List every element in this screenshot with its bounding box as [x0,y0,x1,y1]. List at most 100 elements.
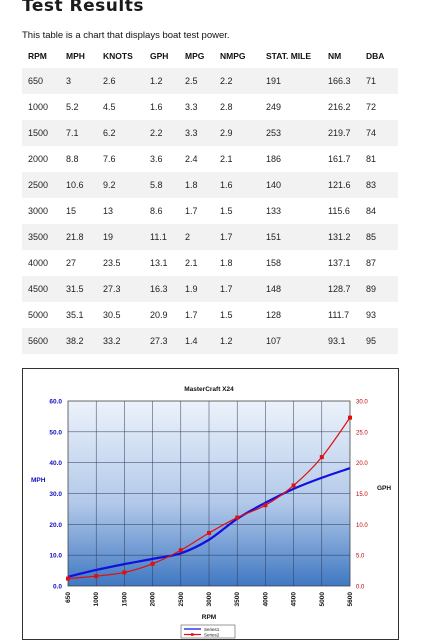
table-cell: 2.2 [144,120,179,146]
table-cell: 1.8 [214,250,260,276]
table-cell: 95 [360,328,398,354]
chart-panel: MasterCraft X24 0.0 10.0 20.0 30.0 40.0 50.0 60… [22,368,399,640]
col-header-rpm: RPM [28,51,47,61]
legend-label-2: Series2 [204,632,220,637]
table-cell: 161.7 [322,146,360,172]
x-tick-label: 1500 [121,592,128,607]
table-cell: 13 [97,198,144,224]
table-cell: 1.5 [214,198,260,224]
table-cell: 7.1 [60,120,97,146]
table-row: 4000 27 23.5 13.1 2.1 1.8 158 137.1 87 [22,250,398,276]
table-cell: 5600 [22,328,60,354]
table-cell: 128 [260,302,322,328]
table-cell: 4000 [22,250,60,276]
table-cell: 2500 [22,172,60,198]
table-cell: 2.2 [214,68,260,94]
table-cell: 1.5 [214,302,260,328]
y2-tick-label: 20.0 [356,461,368,467]
table-cell: 11.1 [144,224,179,250]
series-2-point [122,570,127,575]
table-row: 1500 7.1 6.2 2.2 3.3 2.9 253 219.7 74 [22,120,398,146]
table-cell: 111.7 [322,302,360,328]
series-2-point [207,530,211,535]
table-cell: 16.3 [144,276,179,302]
table-cell: 30.5 [97,302,144,328]
table-cell: 140 [260,172,322,198]
x-tick-label: 2000 [150,592,157,607]
table-cell: 249 [260,94,322,120]
table-cell: 7.6 [97,146,144,172]
table-cell: 74 [360,120,398,146]
table-cell: 148 [260,276,322,302]
table-row: 1000 5.2 4.5 1.6 3.3 2.8 249 216.2 72 [22,94,398,120]
table-cell: 1.7 [214,276,260,302]
table-cell: 9.2 [97,172,144,198]
table-cell: 81 [360,146,398,172]
table-cell: 93.1 [322,328,360,354]
y2-tick-label: 5.0 [356,554,365,560]
table-cell: 151 [260,224,322,250]
table-cell: 87 [360,250,398,276]
table-cell: 27.3 [97,276,144,302]
table-cell: 38.2 [60,328,97,354]
table-cell: 2.1 [179,250,214,276]
y-axis-label: MPH [31,477,46,484]
table-cell: 3.6 [144,146,179,172]
page-title: Test Results [22,0,144,16]
table-row: 3500 21.8 19 11.1 2 1.7 151 131.2 85 [22,224,398,250]
table-cell: 133 [260,198,322,224]
series-2-point [235,515,240,520]
col-header-nmpg: NMPG [220,51,246,61]
col-header-mph: MPH [66,51,85,61]
table-cell: 5000 [22,302,60,328]
y-tick-label: 60.0 [49,399,62,406]
table-cell: 27.3 [144,328,179,354]
x-tick-label: 2500 [178,592,185,607]
table-cell: 3 [60,68,97,94]
series-2-point [263,503,268,508]
table-cell: 2.1 [214,146,260,172]
table-cell: 1.7 [179,198,214,224]
table-cell: 3.3 [179,120,214,146]
table-cell: 8.6 [144,198,179,224]
col-header-mpg: MPG [185,51,205,61]
col-header-knots: KNOTS [103,51,133,61]
x-tick-label: 1000 [93,592,100,607]
series-line-1 [67,467,351,578]
table-cell: 21.8 [60,224,97,250]
table-row: 3000 15 13 8.6 1.7 1.5 133 115.6 84 [22,198,398,224]
table-cell: 10.6 [60,172,97,198]
y2-tick-label: 10.0 [356,523,368,529]
table-cell: 121.6 [322,172,360,198]
table-cell: 3500 [22,224,60,250]
x-tick-label: 5600 [347,592,354,607]
table-header-row: RPM MPH KNOTS GPH MPG NMPG STAT. MILE NM… [22,44,398,68]
series-2-point [178,548,183,553]
y2-tick-label: 15.0 [356,492,368,498]
table-cell: 8.8 [60,146,97,172]
col-header-nm: NM [328,51,342,61]
table-cell: 31.5 [60,276,97,302]
table-cell: 107 [260,328,322,354]
table-cell: 1500 [22,120,60,146]
x-tick-label: 4500 [291,592,298,607]
x-tick-label: 3000 [206,592,213,607]
table-row: 650 3 2.6 1.2 2.5 2.2 191 166.3 71 [22,68,398,94]
table-cell: 33.2 [97,328,144,354]
y2-tick-label: 30.0 [356,400,368,406]
table-cell: 650 [22,68,60,94]
table-cell: 1.6 [214,172,260,198]
table-cell: 186 [260,146,322,172]
table-cell: 216.2 [322,94,360,120]
col-header-gph: GPH [150,51,169,61]
table-cell: 71 [360,68,398,94]
table-row: 5600 38.2 33.2 27.3 1.4 1.2 107 93.1 95 [22,328,398,354]
chart-title: MasterCraft X24 [184,386,234,393]
table-cell: 115.6 [322,198,360,224]
series-2-point [66,576,70,581]
table-cell: 2.8 [214,94,260,120]
table-cell: 166.3 [322,68,360,94]
series-2-point [348,415,352,420]
table-row: 5000 35.1 30.5 20.9 1.7 1.5 128 111.7 93 [22,302,398,328]
results-table: RPM MPH KNOTS GPH MPG NMPG STAT. MILE NM… [22,44,398,354]
